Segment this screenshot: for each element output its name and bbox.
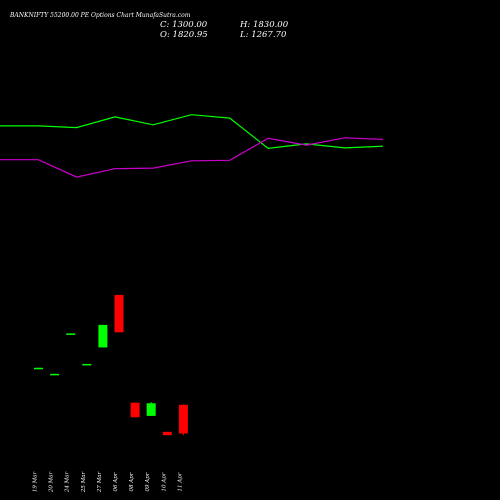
indicator-line-2 — [0, 137, 384, 178]
candle-body — [114, 294, 124, 333]
candle-body — [34, 367, 43, 370]
candle-body — [66, 333, 76, 335]
x-tick-label: 11 Apr — [177, 472, 183, 491]
candle-body — [98, 324, 108, 348]
indicator-lines — [0, 114, 384, 178]
candle-body — [82, 363, 92, 366]
indicator-line-1 — [0, 114, 384, 150]
x-tick-label: 10 Apr — [161, 472, 167, 491]
x-tick-label: 27 Mar — [97, 471, 103, 493]
x-tick-label: 08 Apr — [129, 472, 135, 491]
x-tick-label: 06 Apr — [113, 472, 119, 491]
x-tick-label: 24 Mar — [65, 471, 71, 493]
x-tick-label: 25 Mar — [81, 471, 87, 493]
close-value: C: 1300.00 — [160, 20, 208, 30]
low-value: L: 1267.70 — [239, 30, 287, 40]
high-value: H: 1830.00 — [239, 20, 289, 30]
candles — [34, 294, 188, 436]
candle-body — [50, 373, 60, 376]
x-axis-ticks: 19 Mar 20 Mar 24 Mar 25 Mar 27 Mar 06 Apr 08 A… — [33, 471, 184, 493]
x-tick-label: 09 Apr — [145, 472, 151, 491]
candle-body — [178, 404, 188, 434]
candle-body — [162, 431, 172, 436]
x-tick-label: 20 Mar — [49, 471, 55, 493]
x-tick-label: 19 Mar — [33, 471, 39, 492]
open-value: O: 1820.95 — [160, 30, 208, 40]
candle-body — [146, 403, 156, 416]
candle-body — [130, 402, 140, 418]
chart-title: BANKNIFTY 55200.00 PE Options Chart Muna… — [9, 12, 191, 19]
